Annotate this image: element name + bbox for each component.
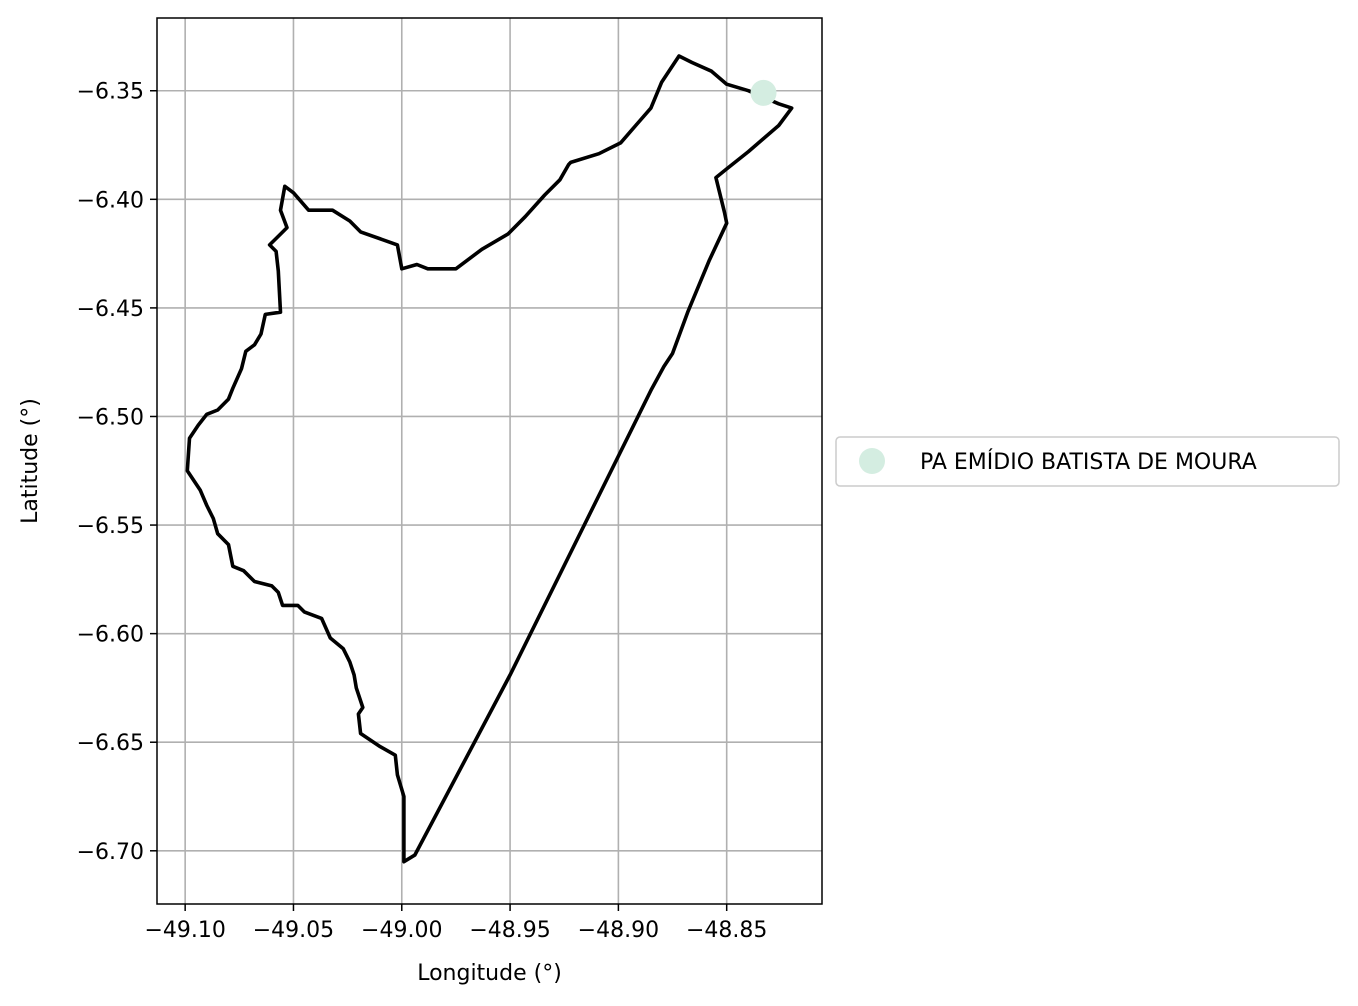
y-tick-label: −6.35 — [77, 80, 144, 105]
y-tick-label: −6.70 — [77, 840, 144, 865]
legend-box — [835, 436, 1340, 487]
settlement-point — [750, 79, 777, 106]
x-ticks: −49.10 −49.05 −49.00 −48.95 −48.90 −48.85 — [144, 904, 767, 943]
y-tick-label: −6.60 — [77, 623, 144, 648]
y-axis-label: Latitude (°) — [18, 398, 43, 524]
points-layer — [750, 79, 777, 106]
y-ticks: −6.35 −6.40 −6.45 −6.50 −6.55 −6.60 −6.65 −6.70 — [77, 80, 157, 865]
axes-frame — [156, 17, 823, 905]
x-tick-label: −49.10 — [144, 918, 225, 943]
x-tick-label: −48.85 — [686, 918, 767, 943]
grid — [157, 18, 822, 904]
boundary-layer — [185, 54, 794, 864]
y-tick-label: −6.55 — [77, 514, 144, 539]
y-tick-label: −6.50 — [77, 405, 144, 430]
y-tick-label: −6.45 — [77, 297, 144, 322]
x-tick-label: −48.90 — [578, 918, 659, 943]
x-tick-label: −49.05 — [253, 918, 334, 943]
legend: PA EMÍDIO BATISTA DE MOURA — [835, 436, 1340, 487]
x-axis-label: Longitude (°) — [417, 961, 562, 986]
x-tick-label: −49.00 — [361, 918, 442, 943]
legend-marker — [859, 448, 885, 474]
municipality-boundary — [185, 54, 794, 864]
legend-label: PA EMÍDIO BATISTA DE MOURA — [920, 449, 1257, 475]
y-tick-label: −6.40 — [77, 188, 144, 213]
y-tick-label: −6.65 — [77, 731, 144, 756]
x-tick-label: −48.95 — [469, 918, 550, 943]
